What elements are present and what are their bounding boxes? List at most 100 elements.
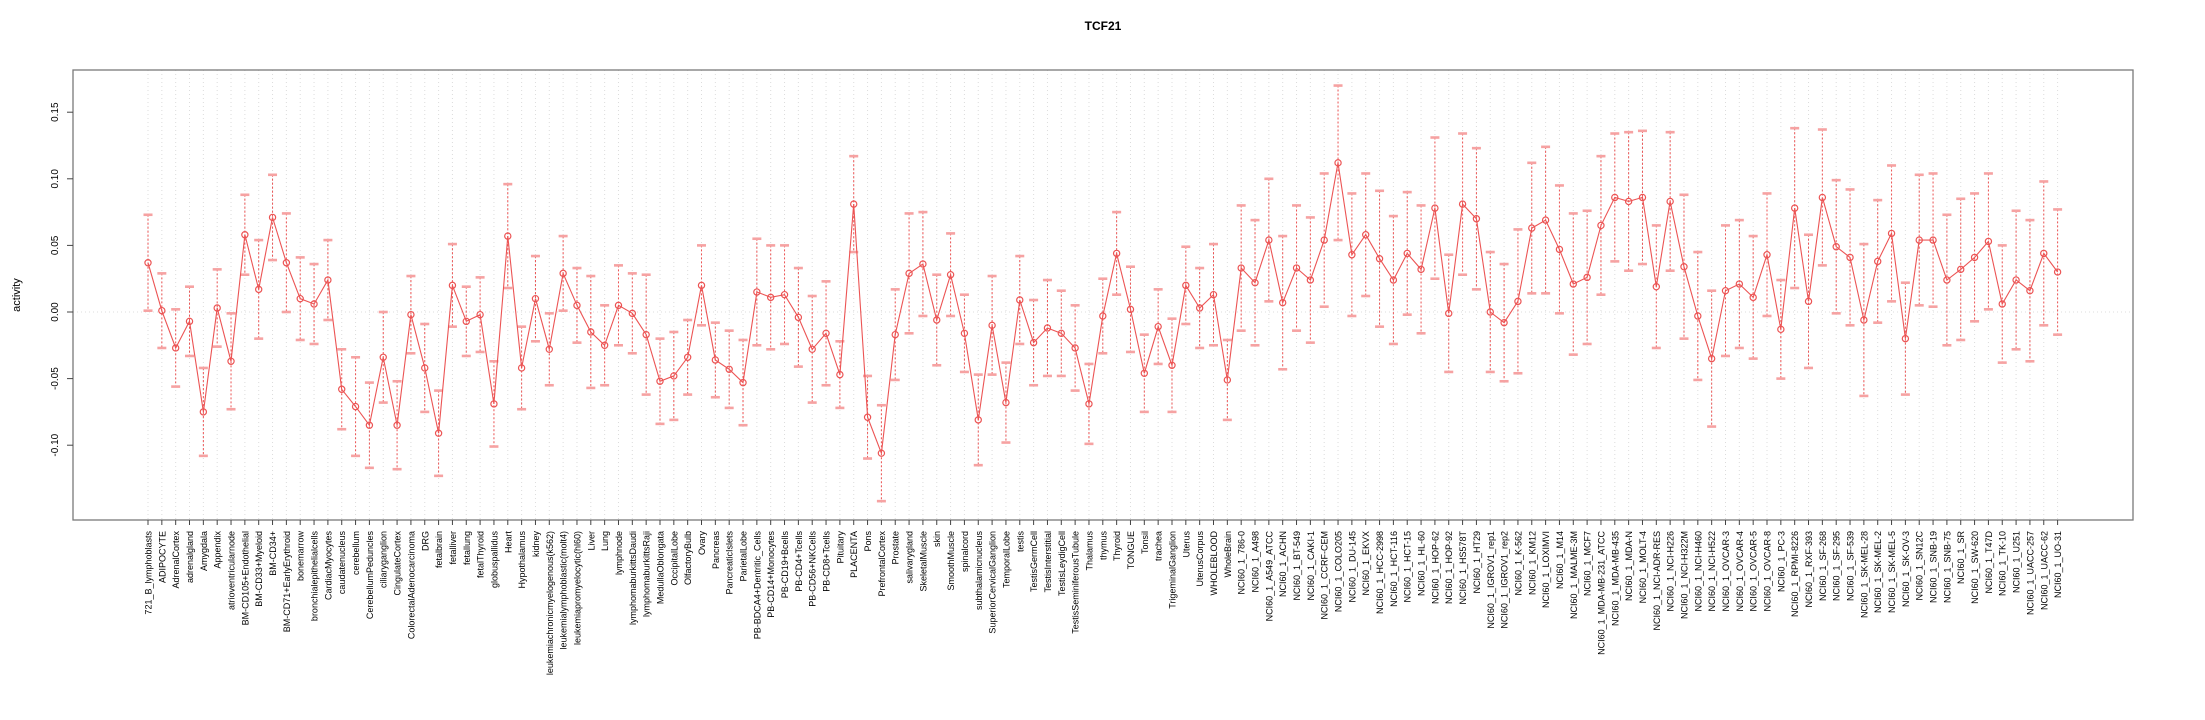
data-point bbox=[1500, 318, 1508, 327]
x-tick-label: thymus bbox=[1098, 531, 1108, 561]
data-point bbox=[1417, 265, 1425, 274]
error-bar bbox=[1416, 204, 1426, 335]
x-tick-label: NCI60_1_MALME-3M bbox=[1569, 531, 1579, 619]
x-tick-label: NCI60_1_HS578T bbox=[1458, 531, 1468, 605]
error-bar bbox=[1997, 244, 2007, 364]
x-tick-label: NCI60_1_COLO205 bbox=[1334, 531, 1344, 612]
x-tick-label: NCI60_1_OVCAR-8 bbox=[1763, 531, 1773, 612]
x-tick-label: fetalbrain bbox=[434, 531, 444, 568]
x-tick-label: UterusCorpus bbox=[1195, 531, 1205, 587]
data-point bbox=[1597, 221, 1605, 230]
data-point bbox=[1970, 253, 1979, 262]
x-tick-label: cerebellum bbox=[351, 531, 361, 575]
x-tick-label: BM-CD71+EarlyErythroid bbox=[282, 531, 292, 632]
y-tick-label: 0.10 bbox=[50, 169, 61, 189]
error-bar bbox=[1970, 192, 1980, 323]
x-tick-label: NCI60_1_U251 bbox=[2012, 531, 2022, 593]
x-tick-label: NCI60_1_DU-145 bbox=[1347, 531, 1357, 603]
x-tick-label: BM-CD33+Myeloid bbox=[254, 531, 264, 607]
data-point bbox=[1583, 273, 1591, 282]
data-point bbox=[1707, 354, 1716, 363]
x-tick-label: leukemiapromyelocytic(hl60) bbox=[572, 531, 582, 645]
x-tick-label: fetalThyroid bbox=[476, 531, 486, 578]
error-bar bbox=[738, 338, 748, 427]
data-point bbox=[1860, 316, 1868, 324]
error-bar bbox=[1125, 265, 1135, 354]
error-bar bbox=[337, 347, 347, 431]
x-tick-label: OccipitalLobe bbox=[669, 531, 679, 586]
data-point bbox=[573, 301, 581, 310]
data-point bbox=[1195, 304, 1204, 312]
error-bar bbox=[1637, 129, 1647, 266]
x-tick-label: NCI60_1_SK-MEL-2 bbox=[1873, 531, 1883, 613]
data-point bbox=[1057, 329, 1065, 338]
x-tick-label: NCI60_1_OVCAR-3 bbox=[1721, 531, 1731, 612]
error-bar bbox=[185, 285, 195, 358]
data-point bbox=[227, 357, 235, 365]
error-bar bbox=[240, 193, 250, 277]
x-tick-label: AdrenalCortex bbox=[171, 531, 181, 589]
data-point bbox=[1126, 305, 1135, 314]
data-point bbox=[1375, 255, 1384, 263]
data-point bbox=[1112, 249, 1121, 258]
x-tick-label: bonemarrow bbox=[296, 531, 306, 582]
x-tick-label: PancreaticIslets bbox=[725, 531, 735, 595]
data-point bbox=[1403, 249, 1411, 258]
data-point bbox=[1998, 300, 2006, 308]
error-bar bbox=[1458, 132, 1468, 277]
x-tick-label: NCI60_1_MDA-N bbox=[1624, 531, 1634, 601]
x-tick-label: NCI60_1_HT29 bbox=[1472, 531, 1482, 594]
x-tick-label: PB-CD19+Bcells bbox=[780, 531, 790, 599]
y-tick-label: -0.05 bbox=[50, 367, 61, 390]
x-tick-label: WHOLEBLOOD bbox=[1209, 531, 1219, 596]
data-point bbox=[1334, 159, 1342, 167]
data-point bbox=[891, 330, 899, 339]
error-bar bbox=[1582, 209, 1592, 346]
data-point bbox=[1887, 229, 1896, 238]
error-bar bbox=[1928, 172, 1938, 308]
data-point bbox=[1389, 276, 1398, 284]
x-tick-label: salivarygland bbox=[905, 531, 915, 584]
x-tick-label: NCI60_1_SK-OV-3 bbox=[1901, 531, 1911, 607]
data-point bbox=[1265, 236, 1273, 244]
error-bar bbox=[143, 213, 153, 312]
error-bar bbox=[904, 212, 914, 335]
data-point bbox=[683, 353, 692, 361]
data-point bbox=[1984, 237, 1993, 246]
x-tick-label: MedullaOblongata bbox=[655, 531, 665, 604]
error-bar bbox=[2025, 218, 2035, 363]
data-point bbox=[1085, 400, 1093, 408]
data-point bbox=[1666, 197, 1674, 206]
x-tick-label: SuperiorCervicalGanglion bbox=[988, 531, 998, 634]
x-tick-label: Tonsil bbox=[1140, 531, 1150, 554]
error-bar bbox=[1734, 218, 1744, 350]
data-point bbox=[1362, 231, 1370, 239]
data-point bbox=[1514, 297, 1522, 306]
data-point bbox=[324, 276, 332, 284]
error-bar bbox=[226, 312, 236, 411]
error-bar bbox=[1471, 146, 1481, 291]
error-bar bbox=[766, 244, 776, 351]
x-tick-label: TestisGermCell bbox=[1029, 531, 1039, 592]
data-point bbox=[1029, 338, 1038, 347]
x-tick-label: PB-BDCA4+Dentritic_Cells bbox=[752, 531, 762, 640]
x-tick-label: ParietalLobe bbox=[739, 531, 749, 582]
x-tick-label: NCI60_1_SNB-75 bbox=[1942, 531, 1952, 603]
data-point bbox=[1943, 276, 1951, 284]
data-point bbox=[545, 345, 553, 353]
data-point bbox=[476, 310, 484, 319]
error-bar bbox=[1859, 242, 1869, 398]
error-bar bbox=[1513, 228, 1523, 375]
data-point bbox=[1777, 325, 1785, 334]
x-tick-label: Hypothalamus bbox=[517, 531, 527, 589]
x-tick-label: Pituitary bbox=[835, 531, 845, 564]
x-tick-label: NCI60_1_MDA-MB-435 bbox=[1610, 531, 1620, 626]
x-tick-label: NCI60_1_HL-60 bbox=[1417, 531, 1427, 596]
x-tick-label: TestisInterstitial bbox=[1043, 531, 1053, 593]
data-point bbox=[1209, 290, 1218, 299]
data-point bbox=[1901, 334, 1910, 343]
x-tick-label: NCI60_1_RPMI-8226 bbox=[1790, 531, 1800, 617]
data-point bbox=[642, 330, 650, 339]
error-bar bbox=[1278, 234, 1288, 371]
